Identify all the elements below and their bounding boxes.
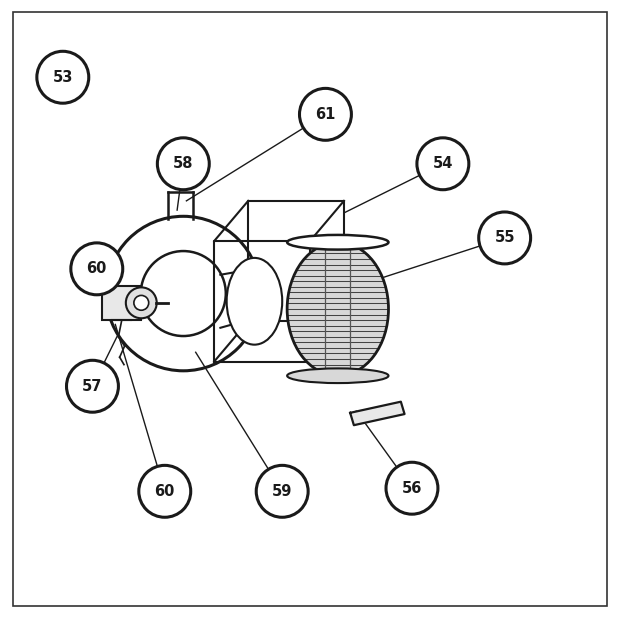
Ellipse shape	[287, 235, 389, 250]
Polygon shape	[350, 402, 405, 425]
Circle shape	[71, 243, 123, 295]
Circle shape	[417, 138, 469, 190]
Ellipse shape	[287, 242, 389, 376]
Text: 57: 57	[82, 379, 103, 394]
Circle shape	[134, 295, 149, 310]
Bar	[102, 286, 141, 320]
Circle shape	[256, 465, 308, 517]
Circle shape	[126, 287, 157, 318]
Circle shape	[37, 51, 89, 103]
Text: 61: 61	[315, 107, 335, 122]
Circle shape	[141, 251, 226, 336]
Text: 53: 53	[53, 70, 73, 85]
Text: 55: 55	[494, 231, 515, 245]
Text: 54: 54	[433, 156, 453, 171]
Circle shape	[479, 212, 531, 264]
Text: 60: 60	[154, 484, 175, 499]
Circle shape	[299, 88, 352, 140]
Text: 59: 59	[272, 484, 293, 499]
Text: 58: 58	[173, 156, 193, 171]
Circle shape	[139, 465, 191, 517]
Text: 56: 56	[402, 481, 422, 496]
Ellipse shape	[287, 368, 389, 383]
Circle shape	[66, 360, 118, 412]
Text: 60: 60	[87, 261, 107, 276]
Circle shape	[157, 138, 210, 190]
Ellipse shape	[227, 258, 282, 345]
Circle shape	[386, 462, 438, 514]
